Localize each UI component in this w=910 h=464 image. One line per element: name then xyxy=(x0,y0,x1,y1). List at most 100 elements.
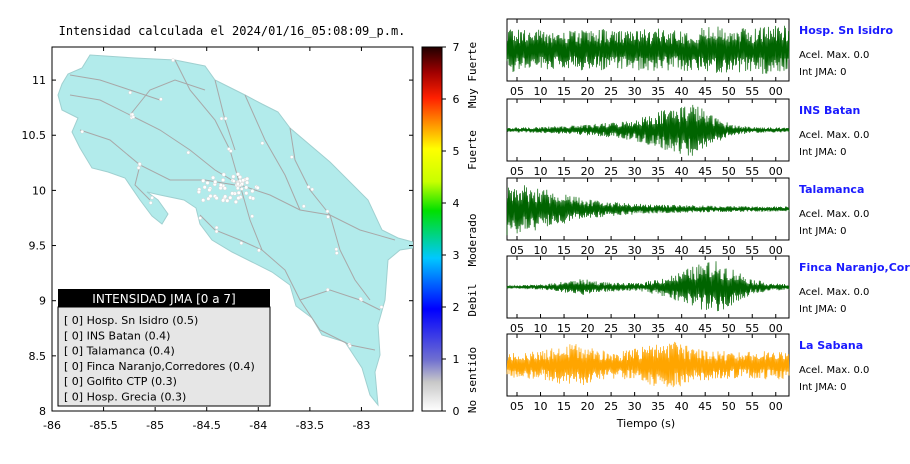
waveform-trace xyxy=(506,25,790,74)
station-marker xyxy=(159,97,163,102)
colorbar-ticks: 7 6 5 4 3 2 1 0 xyxy=(442,41,460,418)
station-pga: Acel. Max. 0.0 xyxy=(799,365,869,376)
station-marker xyxy=(211,175,216,180)
road xyxy=(134,164,151,201)
station-marker xyxy=(245,176,250,181)
legend-item: [ 0] Hosp. Grecia (0.3) xyxy=(64,391,186,404)
time-tick-label: 15 xyxy=(557,244,571,257)
station-marker xyxy=(205,180,210,185)
time-tick-label: 25 xyxy=(604,400,618,413)
time-tick-label: 45 xyxy=(698,244,712,257)
intensity-colorbar: 7 6 5 4 3 2 1 0 Muy Fuerte Fuerte Moderado Debil No… xyxy=(421,41,479,418)
map-x-tick-label: -85.5 xyxy=(89,419,117,432)
time-tick-label: 55 xyxy=(745,400,759,413)
waveform-panel: 05 10 15 20 25 30 35 40 45 50 55 00 INS Batan Acel. M… xyxy=(506,98,869,178)
time-tick-label: 50 xyxy=(722,85,736,98)
map-x-tick-label: -84.5 xyxy=(192,419,220,432)
time-tick-label: 55 xyxy=(745,322,759,335)
map-title: Intensidad calculada el 2024/01/16_05:08… xyxy=(59,24,406,38)
station-marker xyxy=(221,178,226,183)
waveform-trace xyxy=(506,185,790,236)
time-tick-label: 30 xyxy=(628,85,642,98)
station-marker xyxy=(237,175,242,180)
station-marker xyxy=(214,229,219,234)
waveform-panels: 05 10 15 20 25 30 35 40 45 50 55 00 Hosp. Sn Isidro A… xyxy=(506,18,910,413)
map-x-axis: -86 -85.5 -85 -84.5 -84 -83.5 -83 xyxy=(43,47,370,432)
station-marker xyxy=(289,155,294,159)
station-marker xyxy=(213,179,218,184)
time-tick-label: 00 xyxy=(769,165,783,178)
time-tick-label: 55 xyxy=(745,244,759,257)
map-x-tick-label: -86 xyxy=(43,419,61,432)
station-marker xyxy=(310,187,315,192)
station-name: La Sabana xyxy=(799,339,863,352)
station-marker xyxy=(334,247,339,252)
time-tick-label: 10 xyxy=(534,85,548,98)
time-tick-label: 40 xyxy=(675,85,689,98)
station-marker xyxy=(221,198,226,203)
time-tick-label: 55 xyxy=(745,85,759,98)
station-marker xyxy=(137,162,142,166)
station-marker xyxy=(251,196,256,201)
colorbar-tick-label: 3 xyxy=(453,249,460,262)
time-tick-label: 30 xyxy=(628,165,642,178)
road xyxy=(69,74,161,101)
time-tick-label: 45 xyxy=(698,400,712,413)
station-jma: Int JMA: 0 xyxy=(799,382,847,393)
station-marker xyxy=(358,296,363,301)
station-marker xyxy=(236,196,241,201)
time-tick-label: 40 xyxy=(675,165,689,178)
station-marker xyxy=(228,195,233,200)
time-tick-label: 35 xyxy=(651,322,665,335)
station-marker xyxy=(223,194,228,199)
map-x-tick-label: -85 xyxy=(146,419,164,432)
time-tick-label: 55 xyxy=(745,165,759,178)
time-tick-label: 45 xyxy=(698,322,712,335)
time-tick-label: 50 xyxy=(722,322,736,335)
station-marker xyxy=(228,149,233,153)
legend-item: [ 0] Finca Naranjo,Corredores (0.4) xyxy=(64,360,255,373)
station-marker xyxy=(334,251,339,255)
time-tick-label: 05 xyxy=(510,400,524,413)
station-marker xyxy=(214,196,219,201)
station-marker xyxy=(325,209,330,214)
map-y-tick-label: 10.5 xyxy=(22,129,47,142)
station-marker xyxy=(239,241,244,245)
time-tick-label: 25 xyxy=(604,244,618,257)
time-tick-label: 15 xyxy=(557,85,571,98)
time-tick-label: 10 xyxy=(534,322,548,335)
time-tick-label: 10 xyxy=(534,165,548,178)
station-marker xyxy=(201,198,206,203)
station-marker xyxy=(218,183,223,188)
legend-item: [ 0] Hosp. Sn Isidro (0.5) xyxy=(64,314,198,327)
time-tick-label: 10 xyxy=(534,400,548,413)
map-x-tick-label: -84 xyxy=(249,419,267,432)
station-marker xyxy=(80,129,84,134)
road xyxy=(129,79,206,116)
station-marker xyxy=(255,185,260,190)
time-tick-label: 25 xyxy=(604,85,618,98)
map-y-tick-label: 9.5 xyxy=(29,240,47,253)
time-tick-label: 35 xyxy=(651,165,665,178)
station-marker xyxy=(128,90,132,95)
time-tick-label: 00 xyxy=(769,400,783,413)
station-jma: Int JMA: 0 xyxy=(799,226,847,237)
time-tick-label: 50 xyxy=(722,165,736,178)
legend-items: [ 0] Hosp. Sn Isidro (0.5) [ 0] INS Batan… xyxy=(64,314,255,404)
station-marker xyxy=(230,191,235,196)
station-marker xyxy=(244,185,249,190)
station-pga: Acel. Max. 0.0 xyxy=(799,130,869,141)
time-tick-label: 00 xyxy=(769,85,783,98)
station-marker xyxy=(148,201,153,205)
station-marker xyxy=(150,196,154,200)
time-tick-label: 05 xyxy=(510,322,524,335)
legend-item: [ 0] INS Batan (0.4) xyxy=(64,329,170,342)
station-marker xyxy=(257,248,261,253)
station-marker xyxy=(239,187,244,191)
time-tick-label: 30 xyxy=(628,244,642,257)
station-marker xyxy=(186,150,191,155)
station-name: Hosp. Sn Isidro xyxy=(799,24,893,37)
road xyxy=(239,184,396,241)
station-marker xyxy=(201,178,206,183)
